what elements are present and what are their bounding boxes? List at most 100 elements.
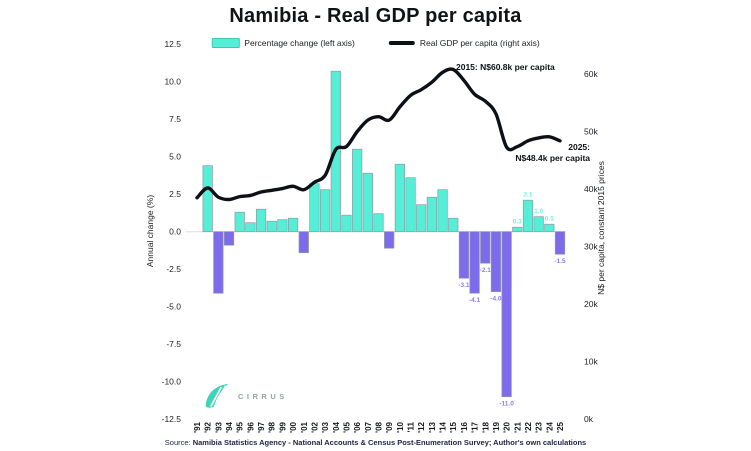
x-axis-tick: '21 [513,421,522,432]
bar-'98 [266,220,277,233]
x-axis-tick: '06 [353,421,362,432]
right-axis-tick: 40k [584,184,598,194]
logo-text: CIRRUS [238,391,288,401]
bar-'23 [533,216,544,233]
bar-'16 [458,231,470,279]
x-axis-tick: '14 [439,421,448,432]
right-axis-tick: 30k [584,242,598,252]
right-axis-tick: 20k [584,299,598,309]
right-axis-tick: 0k [584,414,594,424]
cirrus-logo: CIRRUS [203,383,288,409]
bar-value-label: -2.1 [480,267,492,274]
bar-'13 [426,196,437,233]
legend-item-bars: Percentage change (left axis) [211,38,355,48]
x-axis-tick: '09 [385,421,394,432]
x-axis-tick: '97 [257,421,266,432]
bar-'09 [384,231,395,249]
bar-value-label: -4.0 [490,296,502,303]
left-axis-tick: 2.5 [169,189,181,199]
x-axis-tick: '05 [342,421,351,432]
x-axis-tick: '25 [556,421,565,432]
bar-'94 [223,231,235,246]
bar-'17 [469,231,480,294]
annotation-2025-line2: N$48.4k per capita [515,152,590,163]
x-axis-tick: '20 [503,421,512,432]
right-axis-tick: 50k [584,127,598,137]
legend-item-line: Real GDP per capita (right axis) [388,38,540,48]
x-axis-tick: '23 [535,421,544,432]
x-axis-tick: '92 [204,421,213,432]
bar-'96 [245,222,256,233]
bar-'05 [341,214,352,233]
bar-'00 [287,217,299,233]
x-axis-tick: '19 [492,421,501,432]
x-axis-tick: '07 [364,421,373,432]
x-axis-tick: '00 [289,421,298,432]
x-axis-tick: '02 [310,421,319,432]
bar-'01 [298,231,309,254]
bar-'25 [554,231,566,255]
bar-'20 [501,231,512,398]
left-axis-tick: 0.0 [169,227,181,237]
x-axis-tick: '08 [375,421,384,432]
x-axis-tick: '94 [225,421,234,432]
bar-'06 [352,148,363,233]
x-axis-tick: '03 [321,421,330,432]
x-axis-tick: '13 [428,421,437,432]
x-axis-tick: '12 [417,421,426,432]
left-axis-tick: -2.5 [166,264,181,274]
bar-value-label: -4.1 [469,297,481,304]
x-axis-tick: '11 [407,421,416,432]
x-axis-tick: '22 [524,421,533,432]
bar-value-label: 0.3 [513,219,522,226]
legend-line-label: Real GDP per capita (right axis) [419,38,540,48]
left-axis-tick: 10.0 [164,77,181,87]
bar-'97 [255,208,267,233]
x-axis-tick: '99 [278,421,287,432]
left-axis-tick: -12.5 [162,414,182,424]
bar-'19 [490,231,502,293]
source-prefix: Source: [164,438,193,447]
bar-'93 [213,231,224,294]
bar-value-label: -3.1 [458,282,470,289]
left-axis-tick: 5.0 [169,152,181,162]
right-axis-tick: 60k [584,69,598,79]
page-title: Namibia - Real GDP per capita [229,5,522,27]
right-axis-title: N$ per capita, constant 2015 prices [596,161,606,295]
source-text: Namibia Statistics Agency - National Acc… [192,438,587,447]
x-axis-tick: '98 [268,421,277,432]
bar-'21 [512,226,523,233]
x-axis-tick: '04 [332,421,341,432]
bar-value-label: -11.0 [499,401,514,408]
left-axis-tick: 7.5 [169,114,181,124]
bar-'02 [309,183,320,233]
x-axis-tick: '01 [300,421,309,432]
left-axis-tick: -7.5 [166,339,181,349]
x-axis-tick: '91 [193,421,202,432]
left-axis-tick: -10.0 [162,377,182,387]
line-swatch-icon [388,41,415,45]
bar-'24 [544,223,555,233]
bar-'99 [277,219,288,233]
x-axis-tick: '18 [481,421,490,432]
x-axis-tick: '15 [449,421,458,432]
right-axis-tick: 10k [584,357,598,367]
bar-'92 [202,165,213,233]
x-axis-tick: '95 [236,421,245,432]
x-axis-tick: '10 [396,421,405,432]
bar-'10 [394,163,405,233]
leaf-icon [205,383,229,408]
annotation-2025-end: 2025: N$48.4k per capita [420,142,590,163]
annotation-2015-peak: 2015: N$60.8k per capita [456,62,555,72]
bar-value-label: 1.0 [534,208,543,215]
bar-value-label: -1.5 [554,258,566,265]
bar-value-label: 2.1 [523,192,532,199]
x-axis-tick: '93 [214,421,223,432]
bar-'15 [448,217,459,233]
bar-'11 [405,177,416,233]
bar-'95 [234,211,245,233]
x-axis-tick: '16 [460,421,469,432]
bar-'03 [320,189,331,233]
left-axis-tick: 12.5 [164,39,181,49]
